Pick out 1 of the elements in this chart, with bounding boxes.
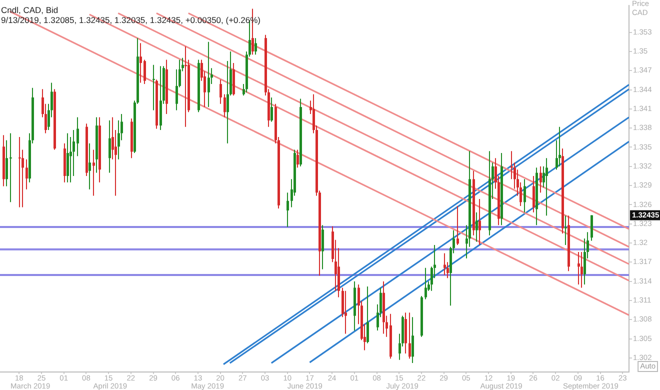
chart-title: Cndl, CAD, Bid	[1, 5, 58, 16]
